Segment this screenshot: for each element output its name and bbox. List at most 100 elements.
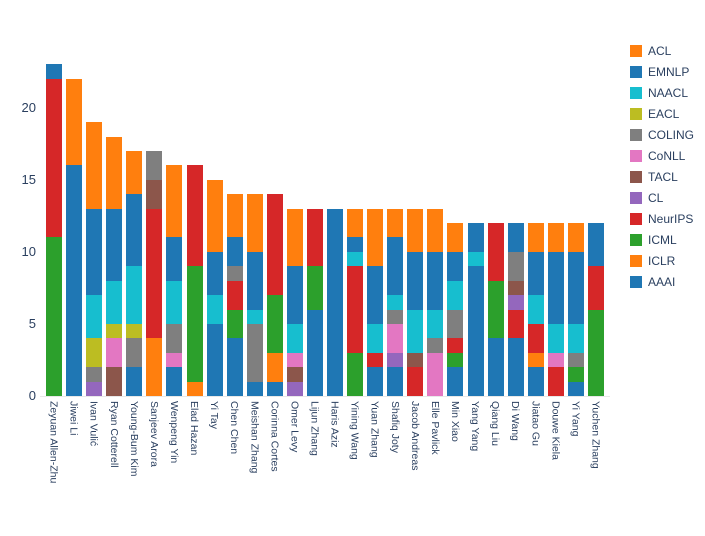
bar-segment-naacl[interactable]	[86, 295, 103, 339]
bar-segment-aaai[interactable]	[166, 367, 183, 396]
legend-item-icml[interactable]: ICML	[630, 233, 694, 247]
bar-segment-naacl[interactable]	[467, 251, 484, 267]
bar-segment-aaai[interactable]	[387, 367, 404, 396]
bar-segment-aaai[interactable]	[567, 381, 584, 396]
bar-segment-conll[interactable]	[166, 352, 183, 368]
legend-item-eacl[interactable]: EACL	[630, 107, 694, 121]
bar-segment-neurips[interactable]	[226, 280, 243, 310]
bar-segment-emnlp[interactable]	[66, 165, 83, 368]
bar-segment-icml[interactable]	[186, 266, 203, 382]
bar-di-wang[interactable]	[507, 223, 524, 396]
bar-segment-tacl[interactable]	[507, 280, 524, 296]
bar-segment-coling[interactable]	[86, 367, 103, 382]
bar-segment-emnlp[interactable]	[86, 208, 103, 296]
bar-segment-emnlp[interactable]	[106, 208, 123, 281]
bar-segment-acl[interactable]	[66, 78, 83, 166]
bar-segment-emnlp[interactable]	[547, 251, 564, 324]
bar-segment-acl[interactable]	[367, 208, 384, 267]
bar-jiatao-gu[interactable]	[527, 223, 544, 396]
bar-segment-acl[interactable]	[407, 208, 424, 252]
bar-segment-coling[interactable]	[427, 338, 444, 353]
bar-segment-naacl[interactable]	[547, 323, 564, 353]
bar-segment-cl[interactable]	[507, 295, 524, 310]
bar-segment-coling[interactable]	[567, 352, 584, 368]
bar-segment-naacl[interactable]	[447, 280, 464, 310]
bar-segment-aaai[interactable]	[66, 367, 83, 396]
bar-segment-iclr[interactable]	[186, 381, 203, 396]
bar-segment-emnlp[interactable]	[206, 251, 223, 296]
bar-elad-hazan[interactable]	[186, 165, 203, 396]
bar-segment-aaai[interactable]	[206, 323, 223, 396]
bar-segment-iclr[interactable]	[266, 352, 283, 382]
bar-segment-emnlp[interactable]	[166, 237, 183, 281]
bar-segment-aaai[interactable]	[467, 266, 484, 396]
bar-segment-icml[interactable]	[347, 352, 364, 396]
bar-segment-cl[interactable]	[387, 352, 404, 368]
bar-corinna-cortes[interactable]	[266, 194, 283, 396]
bar-segment-acl[interactable]	[206, 179, 223, 252]
bar-segment-acl[interactable]	[347, 208, 364, 238]
bar-sanjeev-arora[interactable]	[146, 150, 163, 396]
bar-segment-eacl[interactable]	[106, 323, 123, 339]
bar-segment-aaai[interactable]	[367, 367, 384, 396]
bar-segment-naacl[interactable]	[347, 251, 364, 267]
legend-item-coling[interactable]: COLING	[630, 128, 694, 142]
legend-item-acl[interactable]: ACL	[630, 44, 694, 58]
bar-segment-emnlp[interactable]	[467, 223, 484, 252]
bar-segment-cl[interactable]	[286, 381, 303, 396]
bar-segment-neurips[interactable]	[367, 352, 384, 368]
bar-segment-iclr[interactable]	[146, 338, 163, 396]
bar-yuan-zhang[interactable]	[367, 208, 384, 396]
bar-yi-yang[interactable]	[567, 223, 584, 396]
bar-min-xiao[interactable]	[447, 223, 464, 396]
bar-yining-wang[interactable]	[347, 208, 364, 396]
bar-segment-icml[interactable]	[226, 309, 243, 339]
bar-segment-emnlp[interactable]	[507, 223, 524, 252]
bar-segment-icml[interactable]	[266, 295, 283, 353]
bar-segment-neurips[interactable]	[46, 78, 63, 238]
bar-segment-acl[interactable]	[106, 136, 123, 209]
bar-segment-aaai[interactable]	[327, 208, 344, 396]
bar-segment-naacl[interactable]	[427, 309, 444, 339]
bar-segment-naacl[interactable]	[407, 309, 424, 353]
bar-segment-coling[interactable]	[146, 150, 163, 180]
bar-segment-emnlp[interactable]	[126, 194, 143, 267]
bar-segment-acl[interactable]	[166, 165, 183, 238]
bar-segment-conll[interactable]	[106, 338, 123, 368]
bar-segment-neurips[interactable]	[507, 309, 524, 339]
bar-segment-naacl[interactable]	[206, 295, 223, 324]
bar-segment-neurips[interactable]	[146, 208, 163, 339]
bar-ryan-cotterell[interactable]	[106, 136, 123, 396]
bar-segment-aaai[interactable]	[447, 367, 464, 396]
bar-segment-coling[interactable]	[447, 309, 464, 339]
bar-segment-emnlp[interactable]	[246, 251, 263, 310]
bar-segment-icml[interactable]	[587, 309, 604, 396]
bar-segment-emnlp[interactable]	[46, 64, 63, 79]
legend-item-tacl[interactable]: TACL	[630, 170, 694, 184]
bar-segment-aaai[interactable]	[126, 367, 143, 396]
bar-segment-coling[interactable]	[387, 309, 404, 324]
bar-segment-eacl[interactable]	[86, 338, 103, 368]
bar-segment-aaai[interactable]	[527, 367, 544, 396]
bar-segment-iclr[interactable]	[527, 352, 544, 368]
bar-segment-coling[interactable]	[226, 266, 243, 281]
bar-segment-icml[interactable]	[46, 237, 63, 396]
bar-zeyuan-allen-zhu[interactable]	[46, 64, 63, 396]
bar-segment-coling[interactable]	[166, 323, 183, 353]
bar-qiang-liu[interactable]	[487, 223, 504, 396]
bar-segment-tacl[interactable]	[407, 352, 424, 368]
bar-yi-tay[interactable]	[206, 179, 223, 396]
bar-ivan-vuli-[interactable]	[86, 122, 103, 396]
legend-item-aaai[interactable]: AAAI	[630, 275, 694, 289]
bar-segment-coling[interactable]	[246, 323, 263, 382]
bar-segment-neurips[interactable]	[527, 323, 544, 353]
bar-douwe-kiela[interactable]	[547, 223, 564, 396]
bar-omer-levy[interactable]	[286, 208, 303, 396]
bar-segment-neurips[interactable]	[487, 223, 504, 281]
legend-item-emnlp[interactable]: EMNLP	[630, 65, 694, 79]
bar-segment-aaai[interactable]	[266, 381, 283, 396]
bar-segment-emnlp[interactable]	[447, 251, 464, 281]
bar-segment-emnlp[interactable]	[407, 251, 424, 310]
bar-segment-acl[interactable]	[547, 223, 564, 252]
legend-item-iclr[interactable]: ICLR	[630, 254, 694, 268]
